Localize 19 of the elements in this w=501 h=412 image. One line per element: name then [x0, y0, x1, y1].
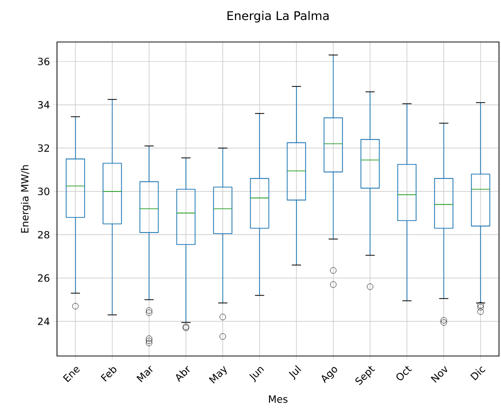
y-tick-label: 26 [38, 274, 50, 282]
y-tick-label: 32 [38, 144, 49, 152]
y-tick-label: 28 [38, 230, 50, 238]
x-tick-label: Ago [322, 367, 338, 384]
x-tick-label: Abr [176, 366, 190, 382]
x-tick-label: Ene [62, 366, 80, 382]
x-tick-label: Oct [396, 366, 412, 380]
y-tick-label: 30 [38, 188, 50, 196]
y-axis-title: Energia MW/h [20, 165, 30, 233]
y-tick-label: 24 [38, 318, 50, 326]
x-tick-label: Jun [249, 367, 264, 382]
x-tick-label: Dic [470, 366, 486, 380]
x-tick-label: Feb [100, 367, 116, 382]
y-tick-label: 34 [38, 101, 50, 109]
x-tick-label: Nov [430, 366, 448, 383]
chart-title: Energia La Palma [228, 10, 329, 22]
x-tick-label: Jul [288, 365, 302, 380]
x-axis-title: Mes [269, 395, 288, 403]
y-tick-label: 36 [38, 58, 50, 66]
